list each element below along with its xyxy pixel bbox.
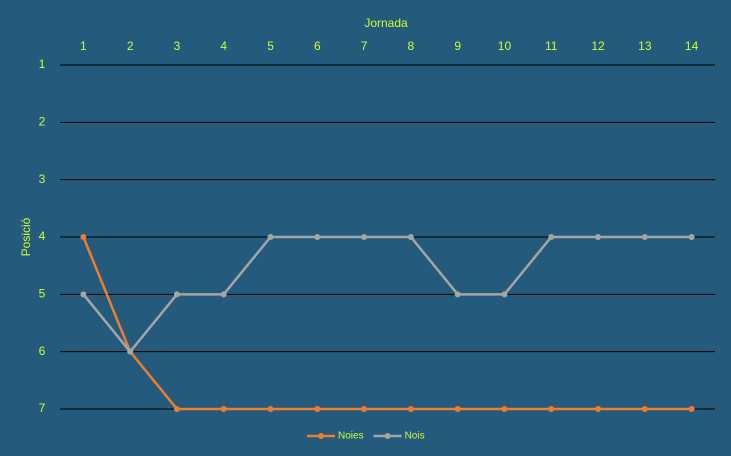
x-tick-label: 10 — [498, 39, 512, 53]
legend-label: Noies — [338, 431, 364, 442]
x-tick-label: 1 — [80, 39, 87, 53]
point — [454, 406, 461, 412]
point — [407, 234, 414, 240]
point — [267, 406, 274, 412]
point — [361, 406, 368, 412]
point — [267, 234, 274, 240]
point — [548, 406, 555, 412]
x-tick-label: 14 — [685, 39, 699, 53]
y-tick-label: 3 — [39, 172, 46, 186]
point — [688, 234, 695, 240]
point — [127, 348, 134, 355]
point — [501, 406, 508, 412]
y-axis-title: Posició — [19, 217, 33, 256]
point — [80, 291, 87, 298]
point — [314, 406, 321, 412]
point — [501, 291, 508, 298]
x-tick-label: 9 — [454, 39, 461, 53]
point — [548, 234, 555, 240]
point — [454, 291, 461, 298]
y-tick-label: 1 — [39, 57, 46, 71]
series-line — [82, 236, 692, 411]
x-tick-label: 3 — [174, 39, 181, 53]
x-tick-label: 11 — [545, 39, 558, 53]
legend-marker — [384, 433, 391, 439]
x-tick-label: 5 — [267, 39, 274, 53]
point — [314, 234, 321, 240]
y-tick-label: 2 — [39, 115, 46, 129]
y-tick-label: 5 — [39, 287, 46, 301]
y-tick-label: 6 — [39, 344, 46, 358]
y-tick-label: 7 — [39, 401, 46, 415]
point — [641, 406, 648, 412]
x-tick-label: 2 — [127, 39, 134, 53]
x-tick-label: 8 — [408, 39, 415, 53]
x-tick-label: 7 — [361, 39, 368, 53]
legend-label: Nois — [405, 431, 425, 442]
series-line — [82, 235, 692, 354]
point — [361, 234, 368, 240]
x-tick-label: 13 — [638, 39, 652, 53]
point — [688, 406, 695, 412]
legend-marker — [318, 433, 324, 439]
point — [220, 406, 227, 412]
point — [173, 406, 180, 412]
point — [80, 234, 87, 240]
x-tick-label: 6 — [314, 39, 321, 53]
x-tick-label: 12 — [591, 39, 605, 53]
point — [595, 234, 602, 240]
point — [173, 291, 180, 298]
point — [407, 406, 414, 412]
point — [641, 234, 648, 240]
point — [220, 291, 227, 298]
x-tick-label: 4 — [220, 39, 227, 53]
point — [595, 406, 602, 412]
x-axis-title: Jornada — [364, 16, 408, 30]
y-tick-label: 4 — [39, 229, 46, 243]
